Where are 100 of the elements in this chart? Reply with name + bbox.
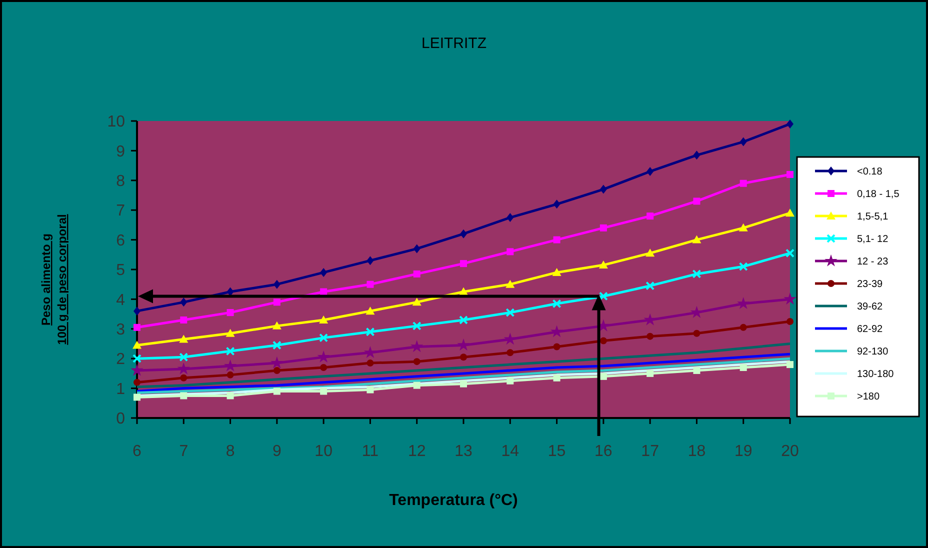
point bbox=[226, 392, 234, 400]
legend-label: 23-39 bbox=[857, 279, 884, 290]
legend-label: 130-180 bbox=[857, 369, 894, 380]
chart-title: LEITRITZ bbox=[421, 35, 487, 52]
point bbox=[646, 248, 655, 257]
point bbox=[460, 354, 467, 361]
point bbox=[646, 370, 654, 377]
point bbox=[786, 170, 794, 178]
point bbox=[552, 268, 562, 276]
point bbox=[413, 382, 420, 389]
point bbox=[132, 340, 142, 349]
point bbox=[460, 380, 467, 388]
y-tick-label: 0 bbox=[116, 410, 126, 428]
point bbox=[180, 392, 188, 400]
point bbox=[412, 298, 422, 306]
point bbox=[504, 332, 516, 345]
point bbox=[364, 346, 377, 358]
point bbox=[226, 346, 235, 356]
legend-label: 39-62 bbox=[857, 302, 884, 312]
x-tick-label: 8 bbox=[226, 443, 235, 460]
point bbox=[784, 292, 796, 305]
x-axis-title: Temperatura (°C) bbox=[389, 492, 518, 509]
point bbox=[320, 388, 328, 395]
point bbox=[180, 298, 188, 307]
point bbox=[600, 372, 607, 380]
point bbox=[786, 248, 794, 258]
point bbox=[692, 269, 702, 278]
point bbox=[179, 334, 188, 343]
point bbox=[319, 333, 328, 342]
x-tick-label: 6 bbox=[132, 443, 142, 460]
point bbox=[412, 321, 422, 330]
point bbox=[460, 229, 467, 238]
point bbox=[132, 354, 142, 364]
x-tick-label: 14 bbox=[501, 443, 520, 460]
point bbox=[320, 364, 328, 372]
point bbox=[226, 371, 234, 378]
point bbox=[598, 260, 608, 269]
point bbox=[273, 298, 280, 306]
point bbox=[506, 349, 514, 356]
legend-label: 12 - 23 bbox=[857, 256, 889, 268]
point bbox=[317, 350, 330, 363]
point bbox=[740, 180, 747, 187]
point bbox=[786, 119, 794, 128]
point bbox=[693, 330, 700, 337]
point bbox=[740, 324, 747, 331]
y-tick-label: 3 bbox=[116, 322, 126, 338]
point bbox=[413, 244, 420, 254]
point bbox=[180, 374, 188, 382]
x-tick-label: 20 bbox=[781, 443, 799, 460]
point bbox=[273, 388, 280, 395]
point bbox=[786, 361, 794, 368]
point bbox=[366, 280, 374, 288]
y-tick-label: 8 bbox=[116, 173, 126, 190]
point bbox=[366, 306, 375, 315]
y-tick-label: 10 bbox=[107, 114, 126, 131]
point bbox=[598, 292, 608, 301]
point bbox=[134, 306, 140, 316]
point bbox=[179, 352, 188, 362]
point bbox=[506, 213, 514, 222]
point bbox=[600, 184, 607, 194]
x-tick-label: 17 bbox=[641, 443, 660, 460]
x-tick-label: 10 bbox=[314, 443, 333, 460]
point bbox=[134, 324, 140, 331]
point bbox=[134, 394, 140, 401]
point bbox=[553, 343, 560, 350]
legend-label: <0.18 bbox=[857, 166, 883, 178]
point bbox=[506, 377, 514, 384]
point bbox=[693, 198, 700, 205]
y-tick-label: 6 bbox=[116, 232, 126, 250]
point bbox=[320, 268, 328, 277]
point bbox=[740, 364, 747, 372]
point bbox=[177, 362, 190, 374]
point bbox=[180, 316, 188, 324]
y-tick-label: 7 bbox=[116, 202, 126, 220]
point bbox=[413, 270, 420, 278]
legend-label: 62-92 bbox=[857, 324, 884, 335]
point bbox=[366, 327, 375, 336]
legend-label: 5,1- 12 bbox=[857, 234, 889, 245]
point bbox=[413, 358, 420, 366]
y-tick-label: 2 bbox=[116, 351, 126, 368]
x-tick-label: 19 bbox=[734, 443, 752, 460]
point bbox=[273, 280, 280, 289]
point bbox=[740, 137, 747, 146]
point bbox=[693, 366, 700, 374]
x-tick-label: 11 bbox=[362, 443, 379, 460]
point bbox=[366, 256, 374, 266]
point bbox=[460, 260, 467, 268]
legend-label: >180 bbox=[857, 392, 880, 402]
point bbox=[459, 315, 468, 324]
point bbox=[693, 150, 700, 160]
point bbox=[738, 223, 748, 232]
point bbox=[786, 318, 794, 325]
point bbox=[366, 386, 374, 394]
point bbox=[553, 200, 560, 209]
point bbox=[226, 309, 234, 316]
point bbox=[692, 235, 702, 244]
y-tick-label: 4 bbox=[116, 292, 126, 309]
point bbox=[506, 248, 514, 256]
y-tick-label: 9 bbox=[116, 143, 126, 160]
point bbox=[226, 328, 235, 337]
